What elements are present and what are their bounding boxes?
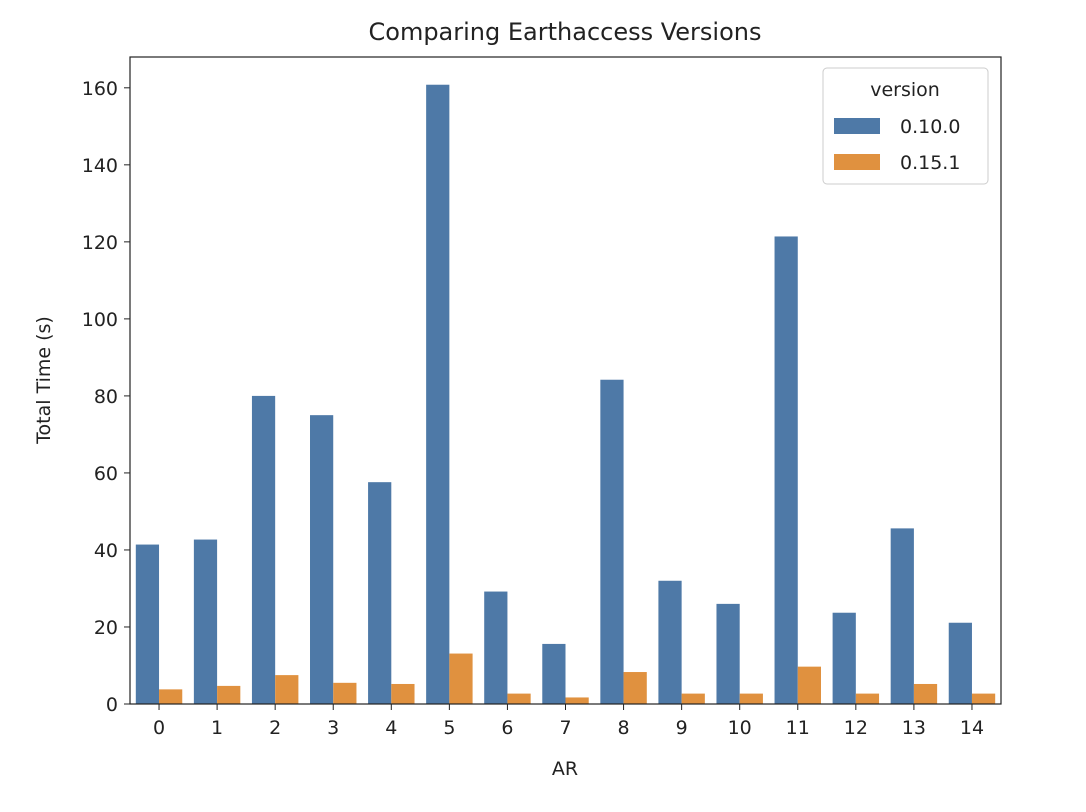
x-tick-label: 6 — [501, 717, 513, 739]
bar-0.10.0-14 — [948, 622, 972, 704]
legend: version 0.10.0 0.15.1 — [822, 67, 989, 185]
y-tick-label: 40 — [94, 540, 118, 562]
bar-0.10.0-3 — [310, 415, 334, 704]
y-tick-label: 140 — [82, 155, 118, 177]
legend-swatch-1 — [834, 154, 880, 170]
bar-0.15.1-7 — [565, 697, 589, 704]
bar-0.10.0-10 — [716, 603, 740, 704]
plot-frame — [129, 56, 1002, 705]
bar-0.10.0-12 — [832, 612, 856, 704]
bar-0.15.1-3 — [333, 682, 357, 704]
bar-0.15.1-11 — [797, 666, 821, 704]
x-tick-label: 4 — [385, 717, 397, 739]
x-tick-label: 12 — [844, 717, 868, 739]
x-tick-label: 11 — [786, 717, 810, 739]
x-tick-label: 3 — [327, 717, 339, 739]
bar-0.15.1-6 — [507, 693, 531, 704]
legend-title: version — [870, 79, 940, 101]
y-tick-label: 160 — [82, 78, 118, 100]
x-tick-label: 2 — [269, 717, 281, 739]
x-tick-label: 7 — [559, 717, 571, 739]
y-tick-label: 80 — [94, 386, 118, 408]
bar-0.10.0-4 — [368, 482, 392, 704]
bar-0.15.1-10 — [739, 693, 763, 704]
legend-label-1: 0.15.1 — [900, 152, 960, 174]
y-tick-label: 60 — [94, 463, 118, 485]
bar-0.15.1-2 — [275, 675, 299, 704]
chart-title: Comparing Earthaccess Versions — [369, 18, 762, 46]
bar-0.10.0-7 — [542, 643, 566, 704]
bar-0.10.0-5 — [426, 84, 450, 704]
x-tick-label: 13 — [902, 717, 926, 739]
x-tick-label: 1 — [211, 717, 223, 739]
bar-0.10.0-1 — [193, 539, 218, 704]
bar-0.10.0-6 — [484, 591, 508, 704]
bar-0.15.1-12 — [855, 693, 880, 704]
bar-0.10.0-11 — [774, 236, 798, 705]
y-axis-label: Total Time (s) — [33, 316, 55, 445]
y-tick-label: 120 — [82, 232, 118, 254]
y-tick-label: 0 — [106, 694, 118, 716]
x-tick-label: 9 — [676, 717, 688, 739]
legend-label-0: 0.10.0 — [900, 116, 960, 138]
bar-0.15.1-1 — [217, 685, 241, 704]
bar-0.15.1-0 — [159, 689, 183, 704]
y-tick-label: 100 — [82, 309, 118, 331]
bar-0.10.0-8 — [600, 379, 624, 704]
x-tick-label: 0 — [153, 717, 165, 739]
bar-0.15.1-13 — [913, 683, 938, 704]
bar-0.15.1-8 — [623, 672, 647, 704]
legend-swatch-0 — [834, 118, 880, 134]
x-tick-label: 10 — [728, 717, 752, 739]
x-axis-label: AR — [552, 758, 578, 780]
y-tick-label: 20 — [94, 617, 118, 639]
bar-0.10.0-9 — [658, 580, 682, 704]
bar-0.15.1-4 — [391, 683, 415, 704]
bar-0.10.0-0 — [135, 544, 160, 704]
bar-0.10.0-13 — [890, 528, 914, 704]
x-tick-label: 5 — [443, 717, 455, 739]
x-tick-label: 8 — [618, 717, 630, 739]
bar-0.15.1-14 — [971, 693, 996, 704]
bar-0.10.0-2 — [251, 395, 276, 704]
bar-0.15.1-5 — [449, 653, 473, 704]
x-tick-label: 14 — [960, 717, 984, 739]
bar-0.15.1-9 — [681, 693, 705, 704]
